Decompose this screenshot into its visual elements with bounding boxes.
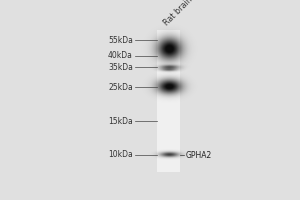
Text: 55kDa: 55kDa <box>108 36 133 45</box>
Text: 40kDa: 40kDa <box>108 51 133 60</box>
Text: 35kDa: 35kDa <box>108 63 133 72</box>
Bar <box>157 30 181 172</box>
Text: 10kDa: 10kDa <box>108 150 133 159</box>
Text: GPHA2: GPHA2 <box>185 151 212 160</box>
Text: Rat brain: Rat brain <box>163 0 195 28</box>
Text: 15kDa: 15kDa <box>108 117 133 126</box>
Text: 25kDa: 25kDa <box>108 83 133 92</box>
